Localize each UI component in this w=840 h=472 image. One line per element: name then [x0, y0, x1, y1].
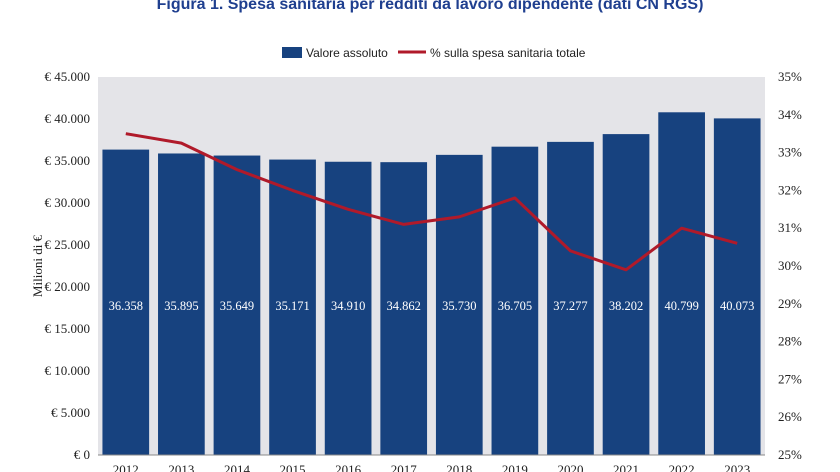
bar-label-2013: 35.895 — [164, 299, 198, 313]
y-tick-label: € 45.000 — [45, 69, 91, 84]
y2-tick-label: 30% — [778, 258, 802, 273]
bar-label-2019: 36.705 — [498, 299, 532, 313]
bar-label-2023: 40.073 — [720, 299, 754, 313]
bar-2020 — [547, 141, 594, 455]
y-tick-label: € 35.000 — [45, 153, 91, 168]
bar-label-2018: 35.730 — [442, 299, 476, 313]
y2-tick-label: 33% — [778, 145, 802, 160]
bar-2015 — [269, 159, 316, 455]
y2-tick-label: 27% — [778, 371, 802, 386]
x-tick-label: 2020 — [557, 462, 583, 472]
y2-tick-label: 32% — [778, 182, 802, 197]
bar-2014 — [213, 155, 261, 455]
x-tick-label: 2018 — [446, 462, 472, 472]
bar-label-2016: 34.910 — [331, 299, 365, 313]
bar-2023 — [713, 118, 761, 455]
plot-area — [98, 77, 765, 455]
y2-tick-label: 29% — [778, 296, 802, 311]
y-tick-label: € 15.000 — [45, 321, 91, 336]
bar-label-2020: 37.277 — [553, 299, 587, 313]
y2-tick-label: 25% — [778, 447, 802, 462]
legend-label-line: % sulla spesa sanitaria totale — [430, 46, 586, 60]
x-tick-label: 2023 — [724, 462, 750, 472]
x-tick-label: 2022 — [669, 462, 695, 472]
bar-label-2012: 36.358 — [109, 299, 143, 313]
x-tick-label: 2019 — [502, 462, 528, 472]
y2-tick-label: 26% — [778, 409, 802, 424]
x-tick-label: 2015 — [280, 462, 306, 472]
bar-2017 — [380, 162, 428, 456]
bar-label-2017: 34.862 — [387, 299, 421, 313]
pct-series-line — [125, 132, 738, 272]
x-tick-label: 2017 — [391, 462, 418, 472]
line-layer — [125, 132, 738, 272]
legend-label-bar: Valore assoluto — [306, 46, 388, 60]
bar-label-2021: 38.202 — [609, 299, 643, 313]
y-axis-ticks: € 0 € 5.000 € 10.000 € 15.000 € 20.000 € 25.0… — [45, 69, 91, 462]
bar-2021 — [602, 134, 650, 455]
bar-2022 — [658, 112, 705, 456]
y-tick-label: € 25.000 — [45, 237, 91, 252]
y-axis-label: Milioni di € — [30, 234, 45, 297]
y-tick-label: € 30.000 — [45, 195, 91, 210]
bar-label-2022: 40.799 — [664, 299, 698, 313]
y2-tick-label: 35% — [778, 69, 802, 84]
bar-label-2015: 35.171 — [275, 299, 309, 313]
y-tick-label: € 20.000 — [45, 279, 91, 294]
y-tick-label: € 40.000 — [45, 111, 91, 126]
legend: Valore assoluto % sulla spesa sanitaria … — [282, 46, 586, 60]
bar-label-2014: 35.649 — [220, 299, 254, 313]
y2-tick-label: 34% — [778, 107, 802, 122]
y2-tick-label: 28% — [778, 334, 802, 349]
y-tick-label: € 5.000 — [51, 405, 90, 420]
x-axis-ticks: 2012 2013 2014 2015 2016 2017 2018 2019 2020 2021… — [113, 462, 750, 472]
x-tick-label: 2021 — [613, 462, 639, 472]
legend-swatch-bar — [282, 47, 302, 58]
y-tick-label: € 0 — [74, 447, 90, 462]
x-tick-label: 2013 — [168, 462, 194, 472]
bar-2018 — [435, 154, 483, 456]
x-tick-label: 2012 — [113, 462, 139, 472]
y2-axis-ticks: 25% 26% 27% 28% 29% 30% 31% 32% 33% 34% 35% — [778, 69, 802, 462]
chart-title: Figura 1. Spesa sanitaria per redditi da… — [157, 0, 704, 13]
bar-2013 — [158, 153, 205, 455]
y2-tick-label: 31% — [778, 220, 802, 235]
x-tick-label: 2016 — [335, 462, 362, 472]
bar-2012 — [102, 149, 150, 455]
y-tick-label: € 10.000 — [45, 363, 91, 378]
x-tick-label: 2014 — [224, 462, 251, 472]
